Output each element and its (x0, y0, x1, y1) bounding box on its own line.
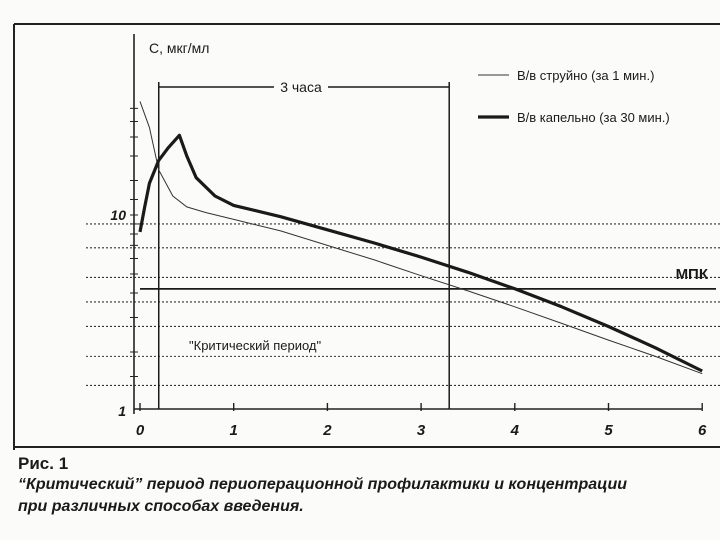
legend-label-infusion: В/в капельно (за 30 мин.) (517, 110, 670, 125)
y-axis-tick-labels: 10 1 (110, 207, 126, 419)
y-tick-label-0: 10 (110, 207, 126, 223)
critical-period-label: "Критический период" (189, 338, 322, 353)
legend: В/в струйно (за 1 мин.) В/в капельно (за… (478, 68, 670, 125)
series-line-bolus (139, 101, 703, 375)
x-tick-label-2: 2 (322, 422, 332, 439)
x-tick-label-6: 6 (698, 422, 707, 439)
figure-label: Рис. 1 (18, 454, 69, 473)
critical-period-boundaries (157, 82, 450, 409)
three-hours-bracket: 3 часа (158, 79, 450, 95)
x-axis-ticks: 0 1 2 3 4 5 6 (136, 403, 707, 439)
series-line-infusion (138, 133, 703, 373)
y-axis-minor-ticks (130, 107, 138, 377)
three-hours-label: 3 часа (280, 79, 322, 95)
mpk-label: МПК (676, 266, 709, 283)
x-tick-label-1: 1 (230, 422, 238, 439)
figure-caption-line-2: при различных способах введения. (18, 498, 304, 515)
figure-caption-line-1: “Критический” период периоперационной пр… (18, 476, 628, 493)
x-tick-label-4: 4 (510, 422, 520, 439)
y-tick-label-1: 1 (118, 403, 126, 419)
x-tick-label-0: 0 (136, 422, 145, 439)
x-tick-label-5: 5 (604, 422, 613, 439)
x-tick-label-3: 3 (417, 422, 426, 439)
y-axis-label: С, мкг/мл (149, 40, 209, 56)
legend-label-bolus: В/в струйно (за 1 мин.) (517, 68, 654, 83)
dotted-gridlines (86, 223, 720, 387)
